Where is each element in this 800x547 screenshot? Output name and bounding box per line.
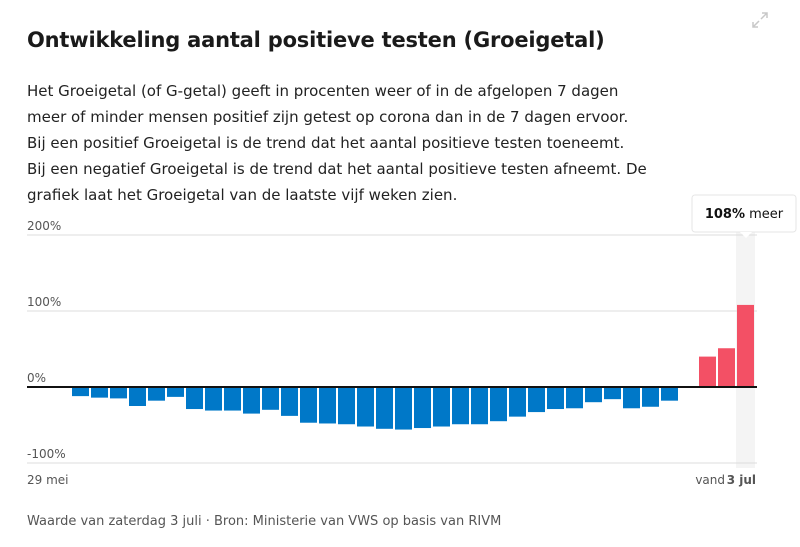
bar[interactable] bbox=[129, 387, 146, 406]
bar[interactable] bbox=[452, 387, 469, 425]
bar[interactable] bbox=[300, 387, 317, 423]
tooltip-pointer bbox=[740, 232, 752, 238]
bar[interactable] bbox=[661, 387, 678, 401]
bar[interactable] bbox=[718, 348, 735, 387]
bar[interactable] bbox=[357, 387, 374, 427]
bar[interactable] bbox=[490, 387, 507, 422]
bar[interactable] bbox=[604, 387, 621, 400]
y-tick-label: 200% bbox=[27, 219, 61, 233]
bar[interactable] bbox=[148, 387, 165, 401]
bar[interactable] bbox=[471, 387, 488, 425]
tooltip-text: 108% meer bbox=[705, 207, 784, 222]
bar[interactable] bbox=[205, 387, 222, 411]
chart-source: Waarde van zaterdag 3 juli · Bron: Minis… bbox=[27, 514, 502, 529]
bar[interactable] bbox=[547, 387, 564, 410]
bar[interactable] bbox=[642, 387, 659, 407]
bar[interactable] bbox=[338, 387, 355, 425]
expand-icon[interactable] bbox=[750, 10, 770, 30]
bar[interactable] bbox=[623, 387, 640, 409]
bar[interactable] bbox=[186, 387, 203, 410]
bar[interactable] bbox=[167, 387, 184, 397]
bar-chart: 200% 100% 0% -100% 29 mei vand 3 jul 108% meer bbox=[27, 194, 797, 487]
bar[interactable] bbox=[262, 387, 279, 410]
bar[interactable] bbox=[72, 387, 89, 397]
bar[interactable] bbox=[737, 304, 754, 387]
bar[interactable] bbox=[509, 387, 526, 417]
bar[interactable] bbox=[110, 387, 127, 399]
bar[interactable] bbox=[91, 387, 108, 398]
y-tick-label: -100% bbox=[27, 447, 66, 461]
bar[interactable] bbox=[528, 387, 545, 413]
bar[interactable] bbox=[224, 387, 241, 411]
tooltip-value: 108% bbox=[705, 207, 745, 222]
bar[interactable] bbox=[414, 387, 431, 429]
x-tick-label-end: 3 jul bbox=[727, 473, 756, 487]
bar[interactable] bbox=[699, 356, 716, 387]
y-tick-label: 0% bbox=[27, 371, 46, 385]
bar[interactable] bbox=[585, 387, 602, 403]
x-tick-label-start: 29 mei bbox=[27, 473, 69, 487]
tooltip-suffix: meer bbox=[745, 207, 784, 222]
bar[interactable] bbox=[566, 387, 583, 409]
bar[interactable] bbox=[395, 387, 412, 430]
chart-description: Het Groeigetal (of G-getal) geeft in pro… bbox=[27, 82, 647, 204]
bar[interactable] bbox=[319, 387, 336, 424]
bar[interactable] bbox=[376, 387, 393, 429]
x-tick-label-prefix: vand bbox=[695, 473, 725, 487]
bar[interactable] bbox=[281, 387, 298, 416]
bar[interactable] bbox=[433, 387, 450, 427]
y-tick-label: 100% bbox=[27, 295, 61, 309]
bar[interactable] bbox=[243, 387, 260, 414]
chart-title: Ontwikkeling aantal positieve testen (Gr… bbox=[27, 28, 605, 52]
